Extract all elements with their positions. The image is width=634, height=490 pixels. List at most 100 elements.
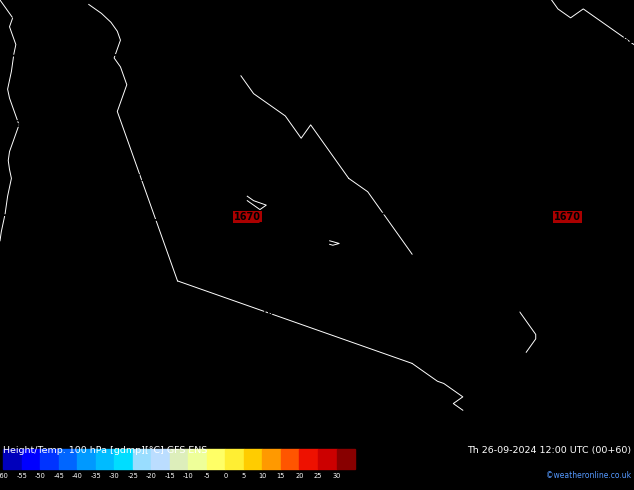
Text: -73: -73 — [62, 250, 77, 259]
Bar — [40, 449, 59, 469]
Text: 15: 15 — [277, 473, 285, 479]
Text: -77: -77 — [202, 352, 217, 361]
Text: -55: -55 — [16, 473, 27, 479]
Text: -76: -76 — [601, 317, 616, 325]
Text: -66: -66 — [322, 85, 337, 94]
Text: -69: -69 — [322, 134, 337, 143]
Text: -73: -73 — [506, 223, 521, 232]
Text: -74: -74 — [202, 259, 217, 268]
Bar — [59, 449, 77, 469]
Text: -66: -66 — [576, 85, 591, 94]
Text: -77: -77 — [417, 361, 432, 370]
Text: -45: -45 — [53, 473, 64, 479]
Text: Th 26-09-2024 12:00 UTC (00+60): Th 26-09-2024 12:00 UTC (00+60) — [467, 446, 631, 455]
Text: -63: -63 — [328, 36, 344, 45]
Text: -77: -77 — [462, 361, 477, 370]
Text: -71: -71 — [11, 205, 27, 214]
Text: 1660: 1660 — [461, 53, 488, 63]
Text: -67: -67 — [265, 89, 280, 98]
Text: -5: -5 — [204, 473, 210, 479]
Text: -20: -20 — [146, 473, 157, 479]
Text: -75: -75 — [601, 268, 616, 276]
Text: -69: -69 — [265, 134, 280, 143]
Text: -72: -72 — [601, 183, 616, 192]
Text: -77: -77 — [366, 357, 382, 366]
Text: -75: -75 — [366, 263, 382, 272]
Text: -72: -72 — [373, 178, 388, 187]
Text: -63: -63 — [11, 13, 27, 23]
Bar — [188, 449, 207, 469]
Text: 20: 20 — [295, 473, 304, 479]
Text: -75: -75 — [62, 299, 77, 308]
Text: -72: -72 — [512, 178, 527, 187]
Text: -75: -75 — [506, 263, 521, 272]
Text: ©weatheronline.co.uk: ©weatheronline.co.uk — [546, 471, 631, 481]
Text: -76: -76 — [506, 312, 521, 321]
Text: -30: -30 — [109, 473, 120, 479]
Text: -75: -75 — [11, 343, 27, 352]
Text: -74: -74 — [601, 223, 616, 232]
Text: -69: -69 — [512, 138, 527, 147]
Text: -65: -65 — [481, 89, 496, 98]
Bar — [22, 449, 40, 469]
Text: 10: 10 — [258, 473, 267, 479]
Text: -65: -65 — [620, 85, 634, 94]
Text: -71: -71 — [202, 178, 217, 187]
Text: -69: -69 — [468, 138, 483, 147]
Text: -66: -66 — [436, 85, 451, 94]
Text: -62: -62 — [576, 36, 591, 45]
Text: -77: -77 — [506, 361, 521, 370]
Text: -62: -62 — [385, 31, 401, 40]
Text: -76: -76 — [316, 312, 331, 321]
Text: -69: -69 — [11, 121, 27, 129]
Bar — [207, 449, 226, 469]
Text: -76: -76 — [132, 352, 147, 361]
Text: -75: -75 — [316, 263, 331, 272]
Text: -69: -69 — [132, 129, 147, 138]
Text: -62: -62 — [620, 36, 634, 45]
Text: -76: -76 — [132, 303, 147, 312]
Text: -50: -50 — [35, 473, 46, 479]
Text: -15: -15 — [164, 473, 175, 479]
Text: -70: -70 — [417, 138, 432, 147]
Text: -73: -73 — [316, 219, 331, 227]
Text: 25: 25 — [314, 473, 322, 479]
Text: -71: -71 — [424, 178, 439, 187]
Text: -73: -73 — [417, 219, 432, 227]
Text: -62: -62 — [436, 31, 451, 40]
Text: -69: -69 — [373, 134, 388, 143]
Text: -70: -70 — [62, 170, 77, 178]
Text: -73: -73 — [462, 219, 477, 227]
Text: -62: -62 — [525, 36, 540, 45]
Text: -69: -69 — [202, 129, 217, 138]
Text: 0: 0 — [223, 473, 228, 479]
Text: -66: -66 — [11, 72, 27, 80]
Text: -69: -69 — [557, 138, 572, 147]
Bar — [77, 449, 96, 469]
Text: -67: -67 — [132, 85, 147, 94]
Text: -76: -76 — [462, 312, 477, 321]
Text: -75: -75 — [462, 263, 477, 272]
Text: -35: -35 — [91, 473, 101, 479]
Bar — [152, 449, 170, 469]
Text: -78: -78 — [601, 366, 616, 374]
Text: -10: -10 — [183, 473, 194, 479]
Text: -73: -73 — [11, 250, 27, 259]
Bar — [133, 449, 152, 469]
Text: -71: -71 — [322, 178, 337, 187]
Text: -64: -64 — [271, 31, 287, 40]
Text: -40: -40 — [72, 473, 82, 479]
Bar — [244, 449, 262, 469]
Text: -73: -73 — [366, 219, 382, 227]
Text: -76: -76 — [550, 317, 566, 325]
Text: -60: -60 — [0, 473, 9, 479]
Bar — [281, 449, 299, 469]
Text: 1670: 1670 — [554, 212, 581, 222]
Bar — [170, 449, 188, 469]
Text: -64: -64 — [132, 27, 147, 36]
Text: -74: -74 — [11, 294, 27, 303]
Text: -77: -77 — [316, 357, 331, 366]
Bar — [299, 449, 318, 469]
Text: -75: -75 — [550, 263, 566, 272]
Text: -65: -65 — [525, 89, 540, 98]
